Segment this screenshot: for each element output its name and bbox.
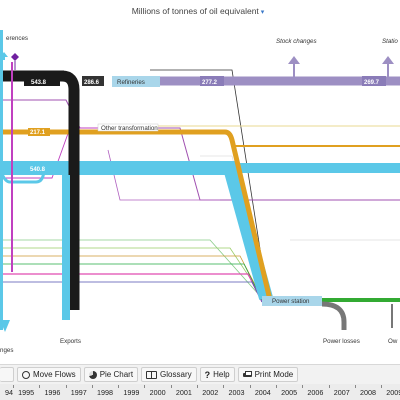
diamond-icon — [11, 53, 19, 61]
year-2009[interactable]: 2009 — [381, 384, 400, 397]
import-arrow — [0, 52, 8, 60]
value-label-217: 217.1 — [30, 130, 46, 136]
source-nodes — [0, 30, 19, 332]
refineries-node — [112, 76, 160, 87]
flow-line — [150, 69, 269, 301]
year-2001[interactable]: 2001 — [170, 384, 197, 397]
help-icon: ? — [204, 369, 211, 380]
own-use-label: Ow — [388, 338, 398, 345]
oil-products-value-box-right — [362, 76, 386, 86]
flow-line — [0, 281, 263, 303]
stock-changes-label: Stock changes — [276, 38, 317, 45]
print-mode-label: Print Mode — [254, 370, 294, 379]
flow-line — [0, 273, 263, 303]
gas-flow — [0, 161, 273, 300]
value-label-261: 261.0 — [72, 314, 78, 330]
exports-label: Exports — [60, 338, 81, 345]
year-2008[interactable]: 2008 — [354, 384, 381, 397]
printer-icon — [242, 371, 252, 378]
toolbar: Move Flows Pie Chart Glossary ? Help Pri… — [0, 364, 400, 385]
power-station-node — [262, 296, 322, 306]
year-2007[interactable]: 2007 — [328, 384, 355, 397]
coal-flow — [61, 70, 80, 310]
value-label-286: 286.6 — [84, 80, 100, 86]
year-2005[interactable]: 2005 — [275, 384, 302, 397]
sankey-diagram: Refineries 543.8 286.6 277.2 269.7 217.1… — [0, 30, 400, 354]
pie-chart-button[interactable]: Pie Chart — [83, 367, 139, 382]
power-station-label: Power station — [272, 298, 310, 305]
oil-value-box — [82, 76, 104, 86]
year-1996[interactable]: 1996 — [39, 384, 65, 397]
changes-bottom-label: nges — [0, 347, 13, 354]
value-label-540: 540.8 — [30, 167, 46, 173]
year-2002[interactable]: 2002 — [197, 384, 223, 397]
help-button[interactable]: ? Help — [199, 367, 235, 382]
oil-products-value-box — [200, 76, 224, 86]
stations-arrow-icon — [382, 56, 394, 64]
move-flows-button[interactable]: Move Flows — [17, 367, 81, 382]
year-1998[interactable]: 1998 — [91, 384, 118, 397]
differences-label: erences — [6, 35, 28, 42]
pie-chart-icon — [88, 370, 97, 379]
stock-changes-arrow-icon — [288, 56, 300, 64]
value-label-543: 543.8 — [31, 80, 47, 86]
unit-selector[interactable]: Millions of tonnes of oil equivalent ▾ — [128, 6, 268, 16]
source-node-gas — [0, 30, 3, 330]
nodes: Refineries 543.8 286.6 277.2 269.7 217.1… — [0, 35, 398, 354]
refineries-label: Refineries — [117, 79, 145, 86]
crude-value-box — [28, 128, 50, 136]
year-94[interactable]: 94 — [0, 388, 13, 397]
unit-label: Millions of tonnes of oil equivalent — [131, 6, 259, 16]
source-node-magenta — [11, 62, 13, 272]
flow-line — [0, 255, 263, 299]
losses-flow — [321, 301, 347, 330]
coal-value-box — [24, 76, 60, 86]
toolbar-partial-button[interactable] — [0, 367, 14, 382]
flow-line — [0, 99, 400, 201]
other-transformation-label: Other transformation — [101, 125, 158, 132]
flow-line — [0, 247, 263, 297]
flow-line — [0, 127, 100, 179]
crude-flow — [0, 129, 273, 301]
year-2000[interactable]: 2000 — [144, 384, 170, 397]
year-1999[interactable]: 1999 — [118, 384, 144, 397]
power-losses-label: Power losses — [323, 338, 360, 345]
chevron-down-icon: ▾ — [260, 9, 265, 16]
thin-flows — [0, 69, 400, 303]
year-2006[interactable]: 2006 — [302, 384, 328, 397]
circle-icon — [22, 370, 30, 379]
pie-chart-label: Pie Chart — [99, 370, 134, 379]
year-1995[interactable]: 1995 — [13, 384, 39, 397]
book-icon — [146, 370, 158, 379]
year-2004[interactable]: 2004 — [249, 384, 276, 397]
glossary-button[interactable]: Glossary — [141, 367, 197, 382]
stations-label: Statio — [382, 38, 398, 45]
year-timeline: 94 1995 1996 1997 1998 1999 2000 2001 2002 2003 20… — [0, 384, 400, 400]
value-label-277: 277.2 — [202, 80, 218, 86]
year-1997[interactable]: 1997 — [65, 384, 92, 397]
help-label: Help — [213, 370, 230, 379]
other-transformation-node — [97, 123, 159, 132]
export-arrow-bottom — [0, 320, 10, 332]
year-2003[interactable]: 2003 — [223, 384, 249, 397]
print-mode-button[interactable]: Print Mode — [237, 367, 299, 382]
value-label-269: 269.7 — [364, 80, 380, 86]
main-flows — [0, 70, 400, 330]
glossary-label: Glossary — [160, 370, 192, 379]
move-flows-label: Move Flows — [33, 370, 76, 379]
